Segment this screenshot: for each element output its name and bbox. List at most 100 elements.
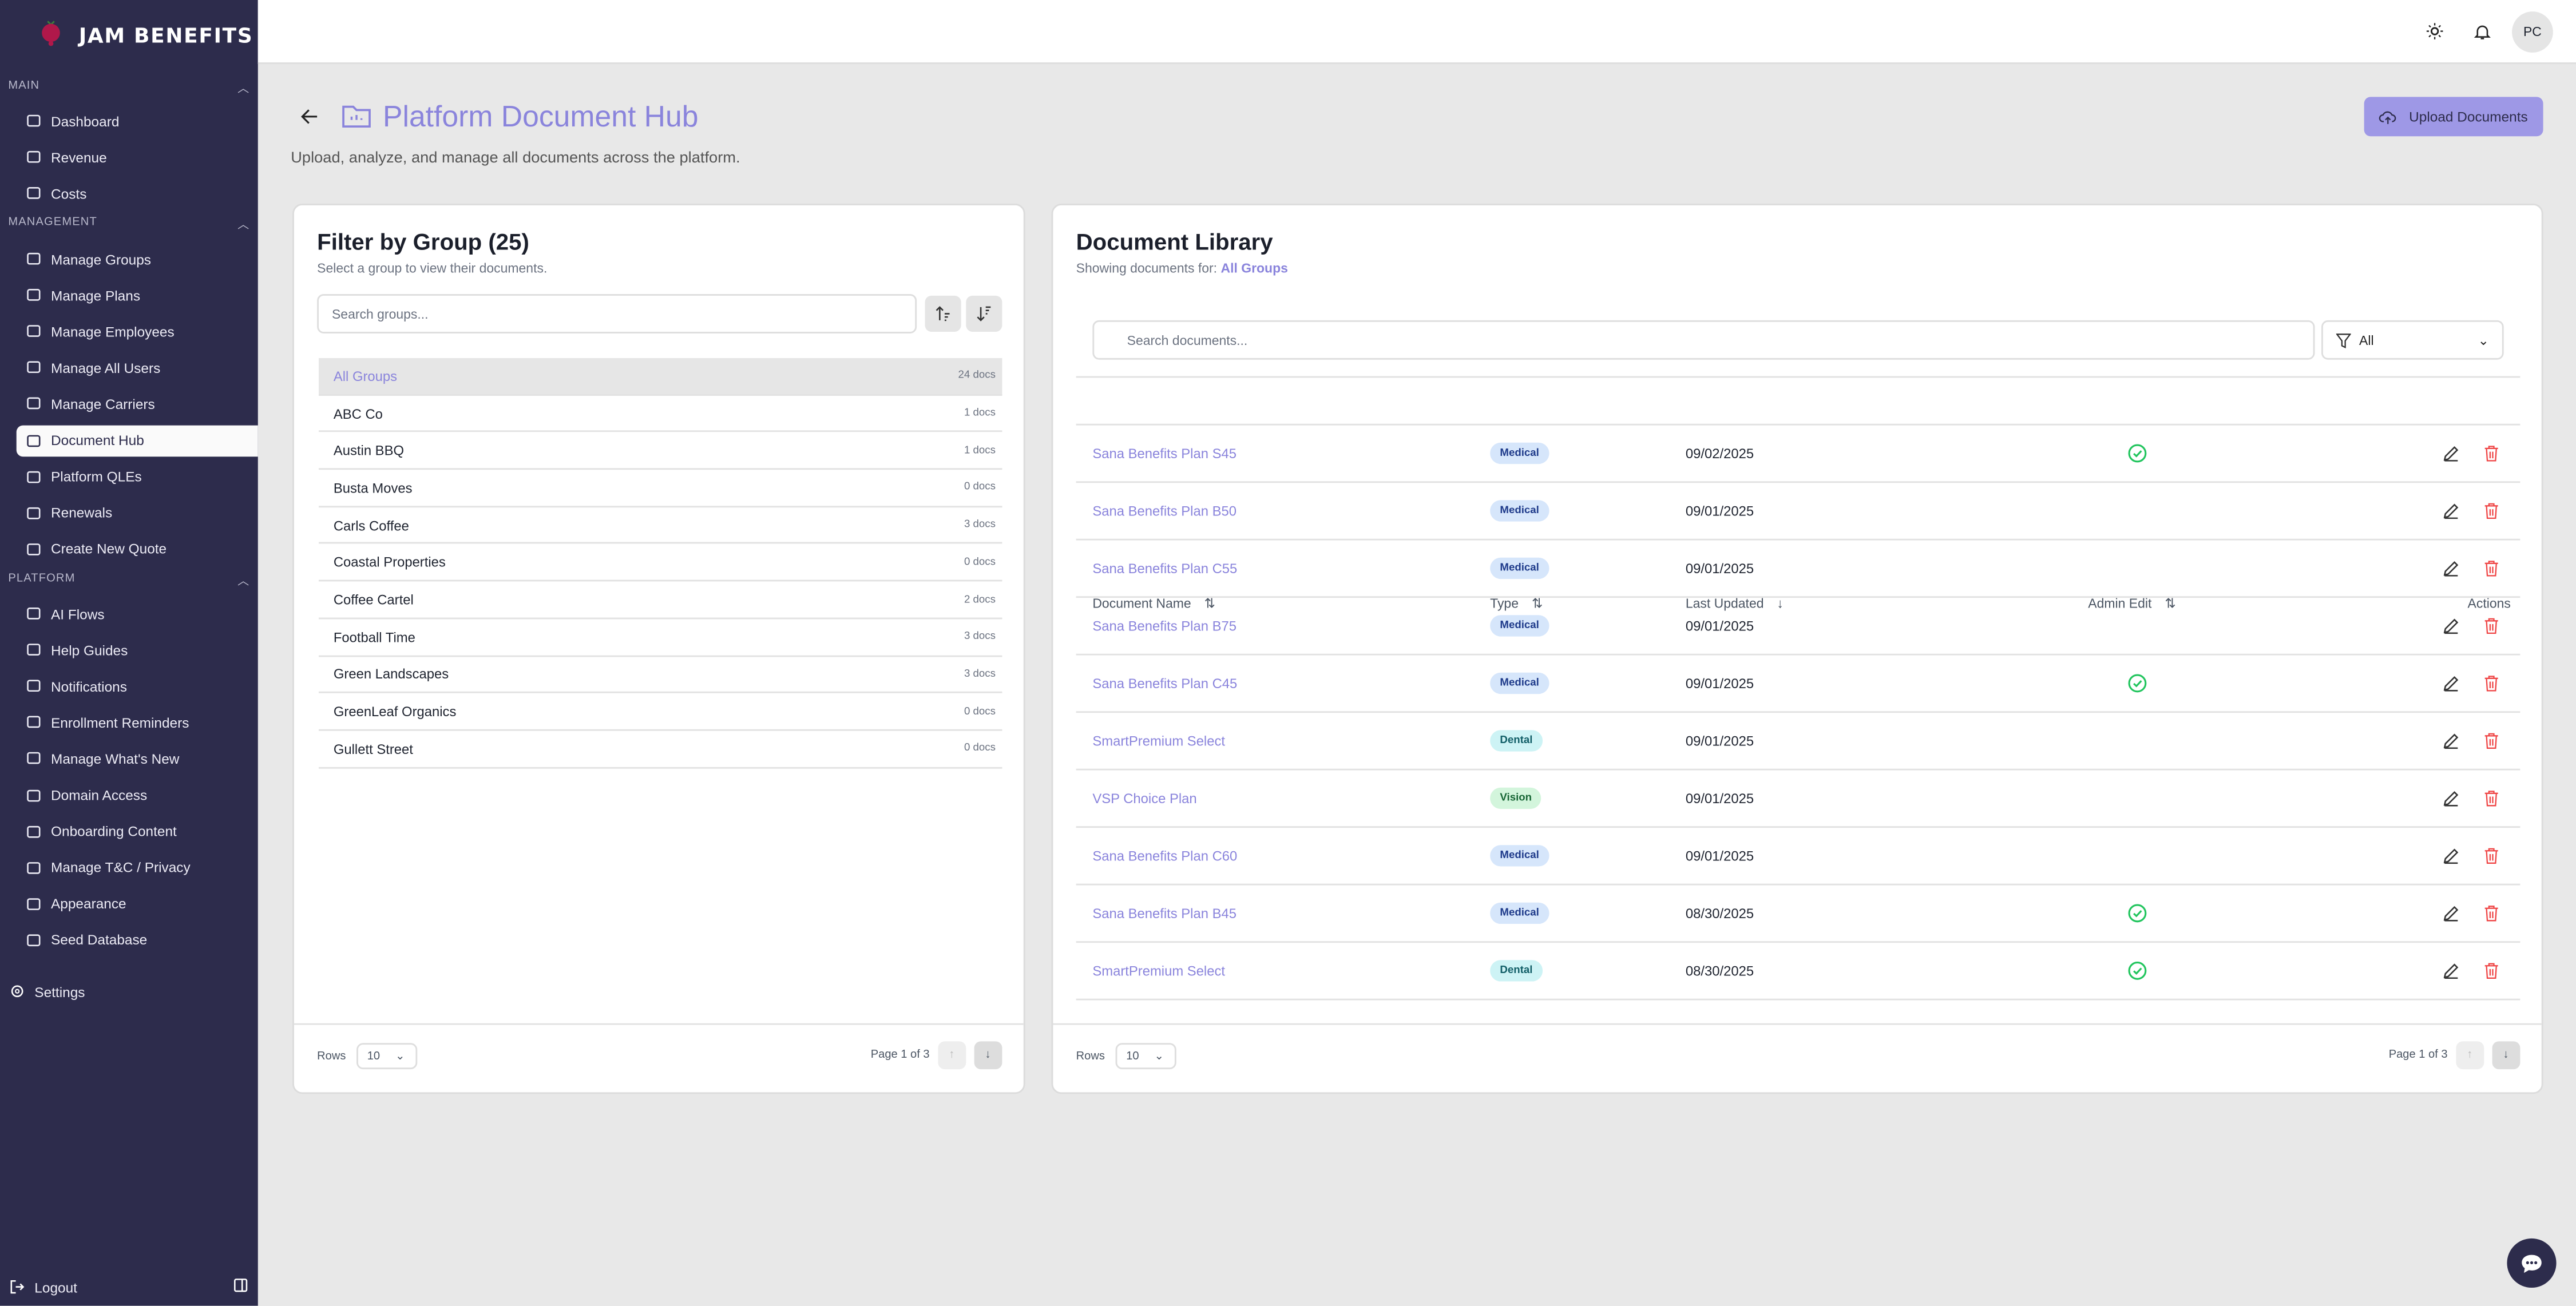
group-list-item[interactable]: Austin BBQ 1 docs [319,432,1002,470]
library-rows-select[interactable]: 10 ⌄ [1115,1043,1176,1070]
delete-trash-icon[interactable] [2484,618,2499,634]
sidebar-item-costs[interactable]: Costs [17,178,258,209]
document-name-link[interactable]: Sana Benefits Plan B50 [1092,502,1237,519]
chat-button[interactable] [2507,1238,2557,1288]
sidebar-item-label: Dashboard [51,112,120,129]
sidebar-item-platform-qles[interactable]: Platform QLEs [17,461,258,493]
document-name-link[interactable]: SmartPremium Select [1092,732,1226,749]
edit-pencil-icon[interactable] [2443,675,2459,692]
document-name-link[interactable]: Sana Benefits Plan C55 [1092,560,1238,577]
sidebar-item-notifications[interactable]: Notifications [17,670,258,702]
delete-trash-icon[interactable] [2484,445,2499,462]
group-search-input[interactable]: Search groups... [317,293,917,334]
sidebar-item-manage-all-users[interactable]: Manage All Users [17,352,258,383]
group-list-item[interactable]: Gullett Street 0 docs [319,731,1002,768]
prev-page-button[interactable]: ↑ [2455,1041,2484,1070]
sidebar-toggle-icon[interactable] [233,1278,248,1293]
upload-documents-button[interactable]: Upload Documents [2364,97,2543,137]
sidebar-item-manage-groups[interactable]: Manage Groups [17,243,258,275]
edit-pencil-icon[interactable] [2443,503,2459,519]
brand-logo[interactable]: JAM BENEFITS [39,19,253,49]
sidebar-item-manage-plans[interactable]: Manage Plans [17,279,258,311]
group-list-item[interactable]: Coastal Properties 0 docs [319,545,1002,582]
sidebar-item-create-new-quote[interactable]: Create New Quote [17,534,258,565]
sidebar-item-revenue[interactable]: Revenue [17,141,258,173]
delete-trash-icon[interactable] [2484,675,2499,692]
edit-pencil-icon[interactable] [2443,963,2459,979]
sidebar-item-manage-carriers[interactable]: Manage Carriers [17,388,258,420]
edit-pencil-icon[interactable] [2443,560,2459,577]
edit-pencil-icon[interactable] [2443,618,2459,634]
sidebar-section-main[interactable]: MAIN ︿ [8,81,249,97]
delete-trash-icon[interactable] [2484,790,2499,807]
sidebar-item-dashboard[interactable]: Dashboard [17,105,258,137]
sidebar-item-onboarding-content[interactable]: Onboarding Content [17,816,258,847]
delete-trash-icon[interactable] [2484,905,2499,922]
group-list-item[interactable]: Football Time 3 docs [319,619,1002,657]
sidebar-item-appearance[interactable]: Appearance [17,888,258,920]
delete-trash-icon[interactable] [2484,503,2499,519]
group-list-item[interactable]: Coffee Cartel 2 docs [319,582,1002,620]
delete-trash-icon[interactable] [2484,848,2499,864]
sidebar-section-platform[interactable]: PLATFORM ︿ [8,573,249,590]
type-filter-select[interactable]: All ⌄ [2321,320,2504,360]
sidebar-item-manage-employees[interactable]: Manage Employees [17,316,258,347]
sort-icon: ⇅ [2165,596,2176,612]
document-search-input[interactable]: Search documents... [1092,320,2315,360]
bell-icon[interactable] [2474,23,2491,39]
check-circle-icon [2128,904,2147,923]
sidebar-item-manage-t-c-privacy[interactable]: Manage T&C / Privacy [17,852,258,883]
sidebar-section-management[interactable]: MANAGEMENT ︿ [8,217,249,233]
prev-page-button[interactable]: ↑ [937,1041,966,1070]
delete-trash-icon[interactable] [2484,560,2499,577]
group-name: Coffee Cartel [333,591,414,608]
sidebar-item-manage-what-s-new[interactable]: Manage What's New [17,743,258,775]
column-document-name[interactable]: Document Name ⇅ [1092,596,1215,611]
column-type[interactable]: Type ⇅ [1490,596,1543,611]
sidebar-item-settings[interactable]: Settings [0,975,241,1007]
delete-trash-icon[interactable] [2484,733,2499,749]
sidebar-item-seed-database[interactable]: Seed Database [17,924,258,956]
sidebar-item-enrollment-reminders[interactable]: Enrollment Reminders [17,706,258,738]
document-name-link[interactable]: Sana Benefits Plan S45 [1092,445,1237,462]
sort-asc-icon [936,306,950,321]
document-name-link[interactable]: Sana Benefits Plan B45 [1092,905,1237,922]
edit-pencil-icon[interactable] [2443,790,2459,807]
group-list-item[interactable]: ABC Co 1 docs [319,395,1002,433]
edit-pencil-icon[interactable] [2443,848,2459,864]
sort-ascending-button[interactable] [925,295,961,332]
edit-pencil-icon[interactable] [2443,445,2459,462]
next-page-button[interactable]: ↓ [974,1041,1002,1070]
document-name-link[interactable]: VSP Choice Plan [1092,790,1197,807]
sort-descending-button[interactable] [966,295,1002,332]
column-admin-edit[interactable]: Admin Edit ⇅ [2088,596,2175,611]
selected-group-link[interactable]: All Groups [1220,261,1288,276]
groups-rows-select[interactable]: 10 ⌄ [355,1043,417,1070]
sidebar-item-ai-flows[interactable]: AI Flows [17,598,258,629]
sidebar-item-renewals[interactable]: Renewals [17,497,258,529]
user-avatar[interactable]: PC [2512,11,2553,53]
group-list-item[interactable]: All Groups 24 docs [319,358,1002,396]
group-list-item[interactable]: GreenLeaf Organics 0 docs [319,693,1002,731]
sidebar-item-label: Manage What's New [51,750,180,767]
delete-trash-icon[interactable] [2484,963,2499,979]
type-badge: Dental [1490,960,1543,982]
next-page-button[interactable]: ↓ [2492,1041,2520,1070]
theme-toggle-sun-icon[interactable] [2426,23,2443,39]
document-name-link[interactable]: Sana Benefits Plan C45 [1092,675,1238,692]
group-list-item[interactable]: Green Landscapes 3 docs [319,656,1002,694]
document-name-link[interactable]: Sana Benefits Plan C60 [1092,847,1238,864]
edit-pencil-icon[interactable] [2443,905,2459,922]
column-last-updated[interactable]: Last Updated ↓ [1686,596,1784,611]
edit-pencil-icon[interactable] [2443,733,2459,749]
document-name-link[interactable]: SmartPremium Select [1092,962,1226,979]
group-list-item[interactable]: Carls Coffee 3 docs [319,507,1002,545]
back-arrow-icon[interactable] [300,108,319,125]
sidebar-item-help-guides[interactable]: Help Guides [17,634,258,666]
sidebar-item-document-hub[interactable]: Document Hub [16,424,258,456]
type-badge: Vision [1490,787,1542,809]
group-list-item[interactable]: Busta Moves 0 docs [319,470,1002,507]
logout-button[interactable]: Logout [0,1271,241,1303]
sidebar-item-domain-access[interactable]: Domain Access [17,779,258,811]
document-name-link[interactable]: Sana Benefits Plan B75 [1092,617,1237,634]
